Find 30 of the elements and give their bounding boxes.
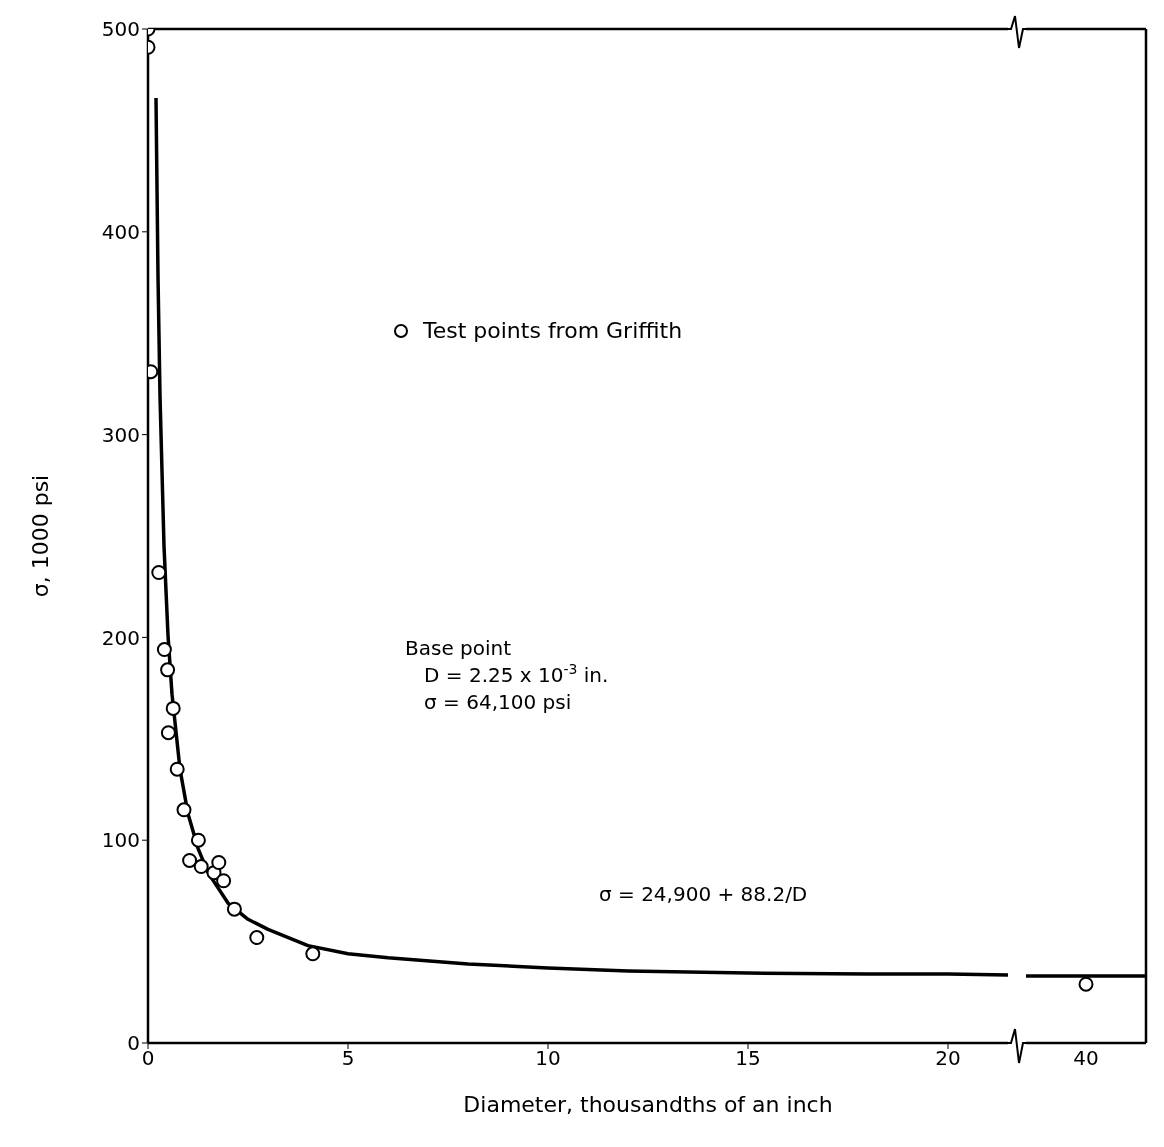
point (160, 725, 176, 741)
point (190, 832, 206, 848)
x-tick-label: 5 (341, 1046, 355, 1071)
y-tick-label: 100 (101, 828, 140, 853)
point (226, 901, 242, 917)
point (305, 946, 321, 962)
x-axis-title: Diameter, thousandths of an inch (462, 1092, 834, 1117)
x-tick-label: 15 (735, 1046, 761, 1071)
x-tick-label: 20 (935, 1046, 961, 1071)
annotation: σ = 24,900 + 88.2/D (599, 882, 808, 906)
point (156, 642, 172, 658)
annotation: Base point D = 2.25 x 10$^{-3}$ in. σ = 64,100 psi (405, 636, 609, 714)
y-axis-title: σ, 1000 psi (28, 474, 53, 598)
point (169, 761, 185, 777)
point (216, 873, 232, 889)
legend-label: Test points from Griffith (423, 318, 683, 343)
point (211, 855, 227, 871)
x-tick-label: 10 (535, 1046, 561, 1071)
point (249, 930, 265, 946)
point (151, 565, 167, 580)
x-tick-label: 40 (1073, 1046, 1099, 1071)
point (165, 700, 181, 716)
y-tick-label: 300 (101, 422, 140, 447)
y-tick-label: 400 (101, 219, 140, 244)
point (176, 802, 192, 818)
point (182, 852, 198, 868)
y-tick-label: 500 (101, 17, 140, 42)
y-tick-label: 200 (101, 625, 140, 650)
point (193, 859, 209, 875)
point (160, 662, 176, 678)
